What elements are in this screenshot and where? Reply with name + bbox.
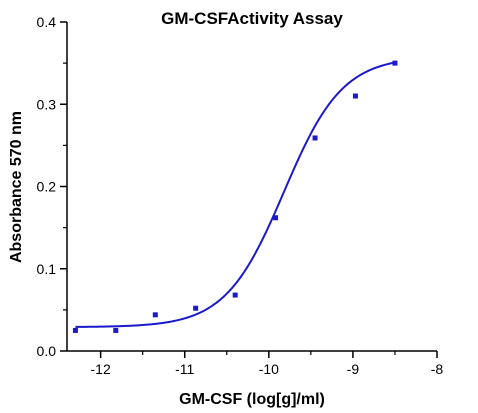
y-axis-label: Absorbance 570 nm [8,111,25,263]
x-tick-label: -8 [431,361,444,377]
x-axis-label: GM-CSF (log[g]/ml) [179,391,325,408]
chart-title: GM-CSFActivity Assay [161,9,343,28]
data-point [232,292,238,298]
x-tick-label: -9 [347,361,360,377]
data-point [312,135,318,141]
data-point [392,60,398,66]
y-ticks: 0.0 0.1 0.2 0.3 0.4 [37,14,67,359]
data-point [273,215,279,221]
y-tick-label: 0.4 [37,14,57,30]
data-point [352,93,358,99]
x-tick-label: -11 [175,361,194,377]
x-tick-label: -12 [91,361,111,377]
data-point [113,327,119,333]
fit-curve [75,61,396,328]
plot-area: 0.0 0.1 0.2 0.3 0.4 -12 -11 -10 -9 -8 [37,14,444,377]
y-tick-label: 0.0 [37,343,57,359]
x-ticks: -12 -11 -10 -9 -8 [91,351,444,377]
data-point [72,327,78,333]
data-point [152,312,158,318]
data-point [193,305,199,311]
y-tick-label: 0.1 [37,261,57,277]
y-tick-label: 0.2 [37,179,57,195]
x-tick-label: -10 [259,361,279,377]
data-points [72,60,398,333]
y-tick-label: 0.3 [37,96,57,112]
